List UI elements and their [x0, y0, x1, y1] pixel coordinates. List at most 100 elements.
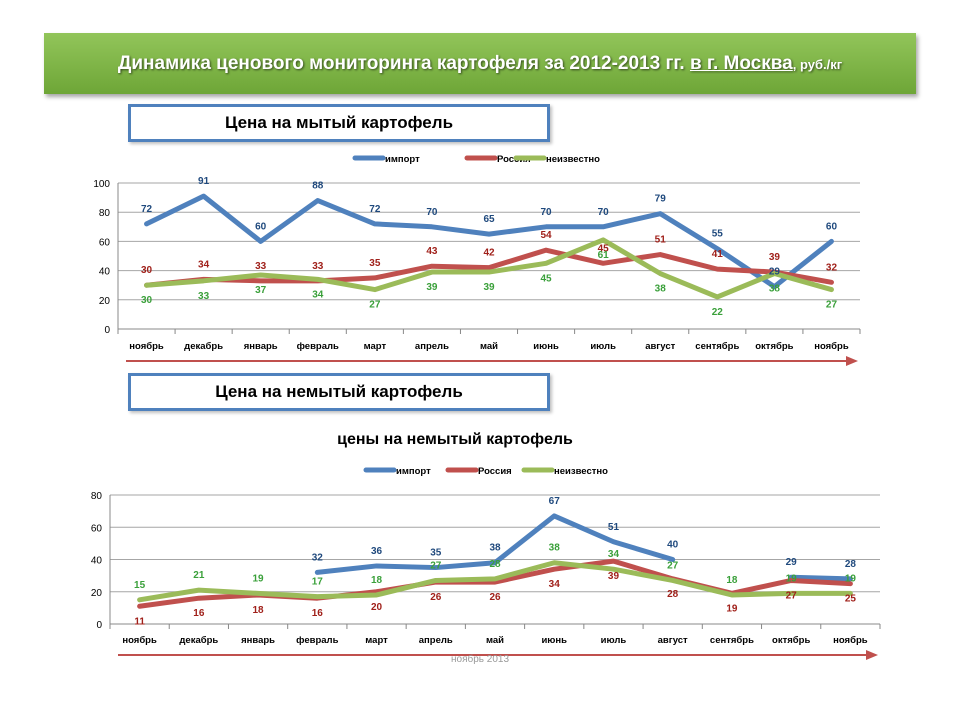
chart1-data-label-unknown: 61	[598, 250, 610, 261]
chart2-data-label-unknown: 19	[253, 573, 265, 584]
chart2-data-label-import: 35	[430, 548, 442, 559]
chart1-legend-label-unknown: неизвестно	[546, 154, 600, 165]
chart1-data-label-russia: 39	[769, 252, 781, 263]
chart2-timeline-arrow-head	[866, 650, 878, 660]
chart2-data-label-russia: 11	[134, 616, 145, 627]
chart2-footer: ноябрь 2013	[451, 653, 509, 665]
chart1-y-tick-label: 0	[104, 325, 110, 336]
chart1-data-label-russia: 41	[712, 249, 724, 260]
chart2-data-label-unknown: 18	[371, 575, 383, 586]
chart1-data-label-import: 88	[312, 181, 324, 192]
chart1-category-label: июль	[590, 341, 616, 352]
chart1-data-label-russia: 43	[426, 246, 438, 257]
chart1-data-label-unknown: 39	[483, 282, 495, 293]
chart1-data-label-unknown: 22	[712, 307, 724, 318]
chart1-data-label-russia: 32	[826, 262, 838, 273]
chart1-category-label: сентябрь	[695, 341, 739, 352]
chart2-category-label: март	[365, 635, 388, 646]
chart1-y-tick-label: 40	[99, 267, 111, 278]
chart2-series-import-line	[788, 574, 853, 582]
banner-title: Динамика ценового мониторинга картофеля …	[118, 53, 842, 75]
chart1-data-label-russia: 51	[655, 235, 667, 246]
chart1-category-label: ноябрь	[814, 341, 849, 352]
chart1-data-label-import: 29	[769, 267, 781, 278]
chart1-y-tick-label: 60	[99, 237, 111, 248]
chart1-data-label-unknown: 38	[655, 284, 667, 295]
chart2-data-label-russia: 25	[845, 594, 857, 605]
chart2-data-label-unknown: 21	[193, 570, 205, 581]
chart2-data-label-russia: 16	[312, 608, 324, 619]
chart1-category-label: ноябрь	[129, 341, 164, 352]
chart1-category-label: июнь	[533, 341, 559, 352]
chart2-category-label: ноябрь	[833, 635, 868, 646]
chart2-category-label: июнь	[541, 635, 567, 646]
chart1-data-label-russia: 54	[541, 230, 553, 241]
chart1-data-label-import: 72	[369, 204, 381, 215]
chart2-category-label: апрель	[419, 635, 453, 646]
chart1-category-label: январь	[244, 341, 278, 352]
chart2-data-label-unknown: 15	[134, 580, 146, 591]
chart2-data-label-import: 32	[312, 552, 324, 563]
chart1-data-label-unknown: 38	[769, 284, 781, 295]
chart2-y-tick-label: 40	[91, 556, 103, 567]
chart1-data-label-import: 65	[483, 214, 495, 225]
chart2-data-label-unknown: 19	[786, 573, 798, 584]
chart2-data-label-unknown: 34	[608, 549, 620, 560]
title-banner: Динамика ценового мониторинга картофеля …	[44, 33, 916, 94]
chart1-series-import-line	[144, 193, 834, 290]
chart1-series-unknown-line	[144, 237, 834, 300]
chart1-category-label: август	[645, 341, 675, 352]
chart2-data-label-russia: 27	[786, 590, 798, 601]
banner-title-unit: , руб./кг	[792, 56, 843, 72]
chart2-category-label: декабрь	[179, 635, 218, 646]
chart2-data-label-unknown: 18	[726, 575, 738, 586]
chart1-data-label-unknown: 30	[141, 295, 153, 306]
chart2-data-label-import: 67	[549, 496, 561, 507]
chart2-data-label-import: 29	[786, 557, 798, 568]
chart2-category-label: июль	[601, 635, 627, 646]
chart2-data-label-russia: 26	[489, 592, 501, 603]
banner-title-main: Динамика ценового мониторинга картофеля …	[117, 52, 685, 74]
chart1-data-label-russia: 33	[255, 261, 267, 272]
chart1-data-label-unknown: 27	[369, 300, 381, 311]
chart2-data-label-unknown: 27	[430, 560, 442, 571]
chart2-y-tick-label: 80	[91, 491, 103, 502]
chart2-data-label-russia: 39	[608, 571, 620, 582]
chart2-data-label-unknown: 28	[489, 559, 501, 570]
chart2-y-tick-label: 0	[96, 620, 102, 631]
chart1-timeline-arrow-head	[846, 356, 858, 366]
chart2-data-label-unknown: 38	[549, 543, 561, 554]
chart2-series-import-line	[314, 513, 676, 575]
chart1-data-label-unknown: 33	[198, 291, 210, 302]
chart1-data-label-russia: 45	[598, 243, 610, 254]
chart1-series-russia-line	[144, 247, 834, 288]
chart1-category-label: декабрь	[184, 341, 223, 352]
chart1-data-label-unknown: 39	[426, 282, 438, 293]
chart2-category-label: май	[486, 635, 504, 646]
chart1-data-label-import: 60	[255, 221, 267, 232]
chart1-category-label: май	[480, 341, 498, 352]
chart2-data-label-unknown: 17	[312, 577, 324, 588]
chart2-category-label: октябрь	[772, 635, 810, 646]
chart1-data-label-import: 70	[541, 207, 553, 218]
chart2-y-tick-label: 20	[91, 588, 103, 599]
chart2-legend-label-unknown: неизвестно	[554, 466, 608, 477]
chart2-y-tick-label: 60	[91, 523, 103, 534]
banner-title-place: в г. Москва	[689, 52, 793, 74]
chart1-data-label-russia: 33	[312, 261, 324, 272]
chart1-data-label-unknown: 37	[255, 285, 267, 296]
chart1-legend-label-import: импорт	[385, 154, 420, 165]
chart1-data-label-import: 72	[141, 204, 153, 215]
chart2-data-label-import: 38	[489, 543, 501, 554]
chart1-data-label-unknown: 45	[541, 273, 553, 284]
chart2-data-label-import: 36	[371, 546, 383, 557]
chart1-y-tick-label: 100	[93, 179, 110, 190]
chart2-category-label: январь	[241, 635, 275, 646]
chart2-series-unknown-line	[137, 560, 853, 603]
section-label-washed: Цена на мытый картофель	[128, 104, 550, 142]
chart2-category-label: август	[658, 635, 688, 646]
chart2-data-label-import: 40	[667, 540, 679, 551]
chart1-data-label-import: 70	[426, 207, 438, 218]
chart1-y-tick-label: 80	[99, 208, 111, 219]
